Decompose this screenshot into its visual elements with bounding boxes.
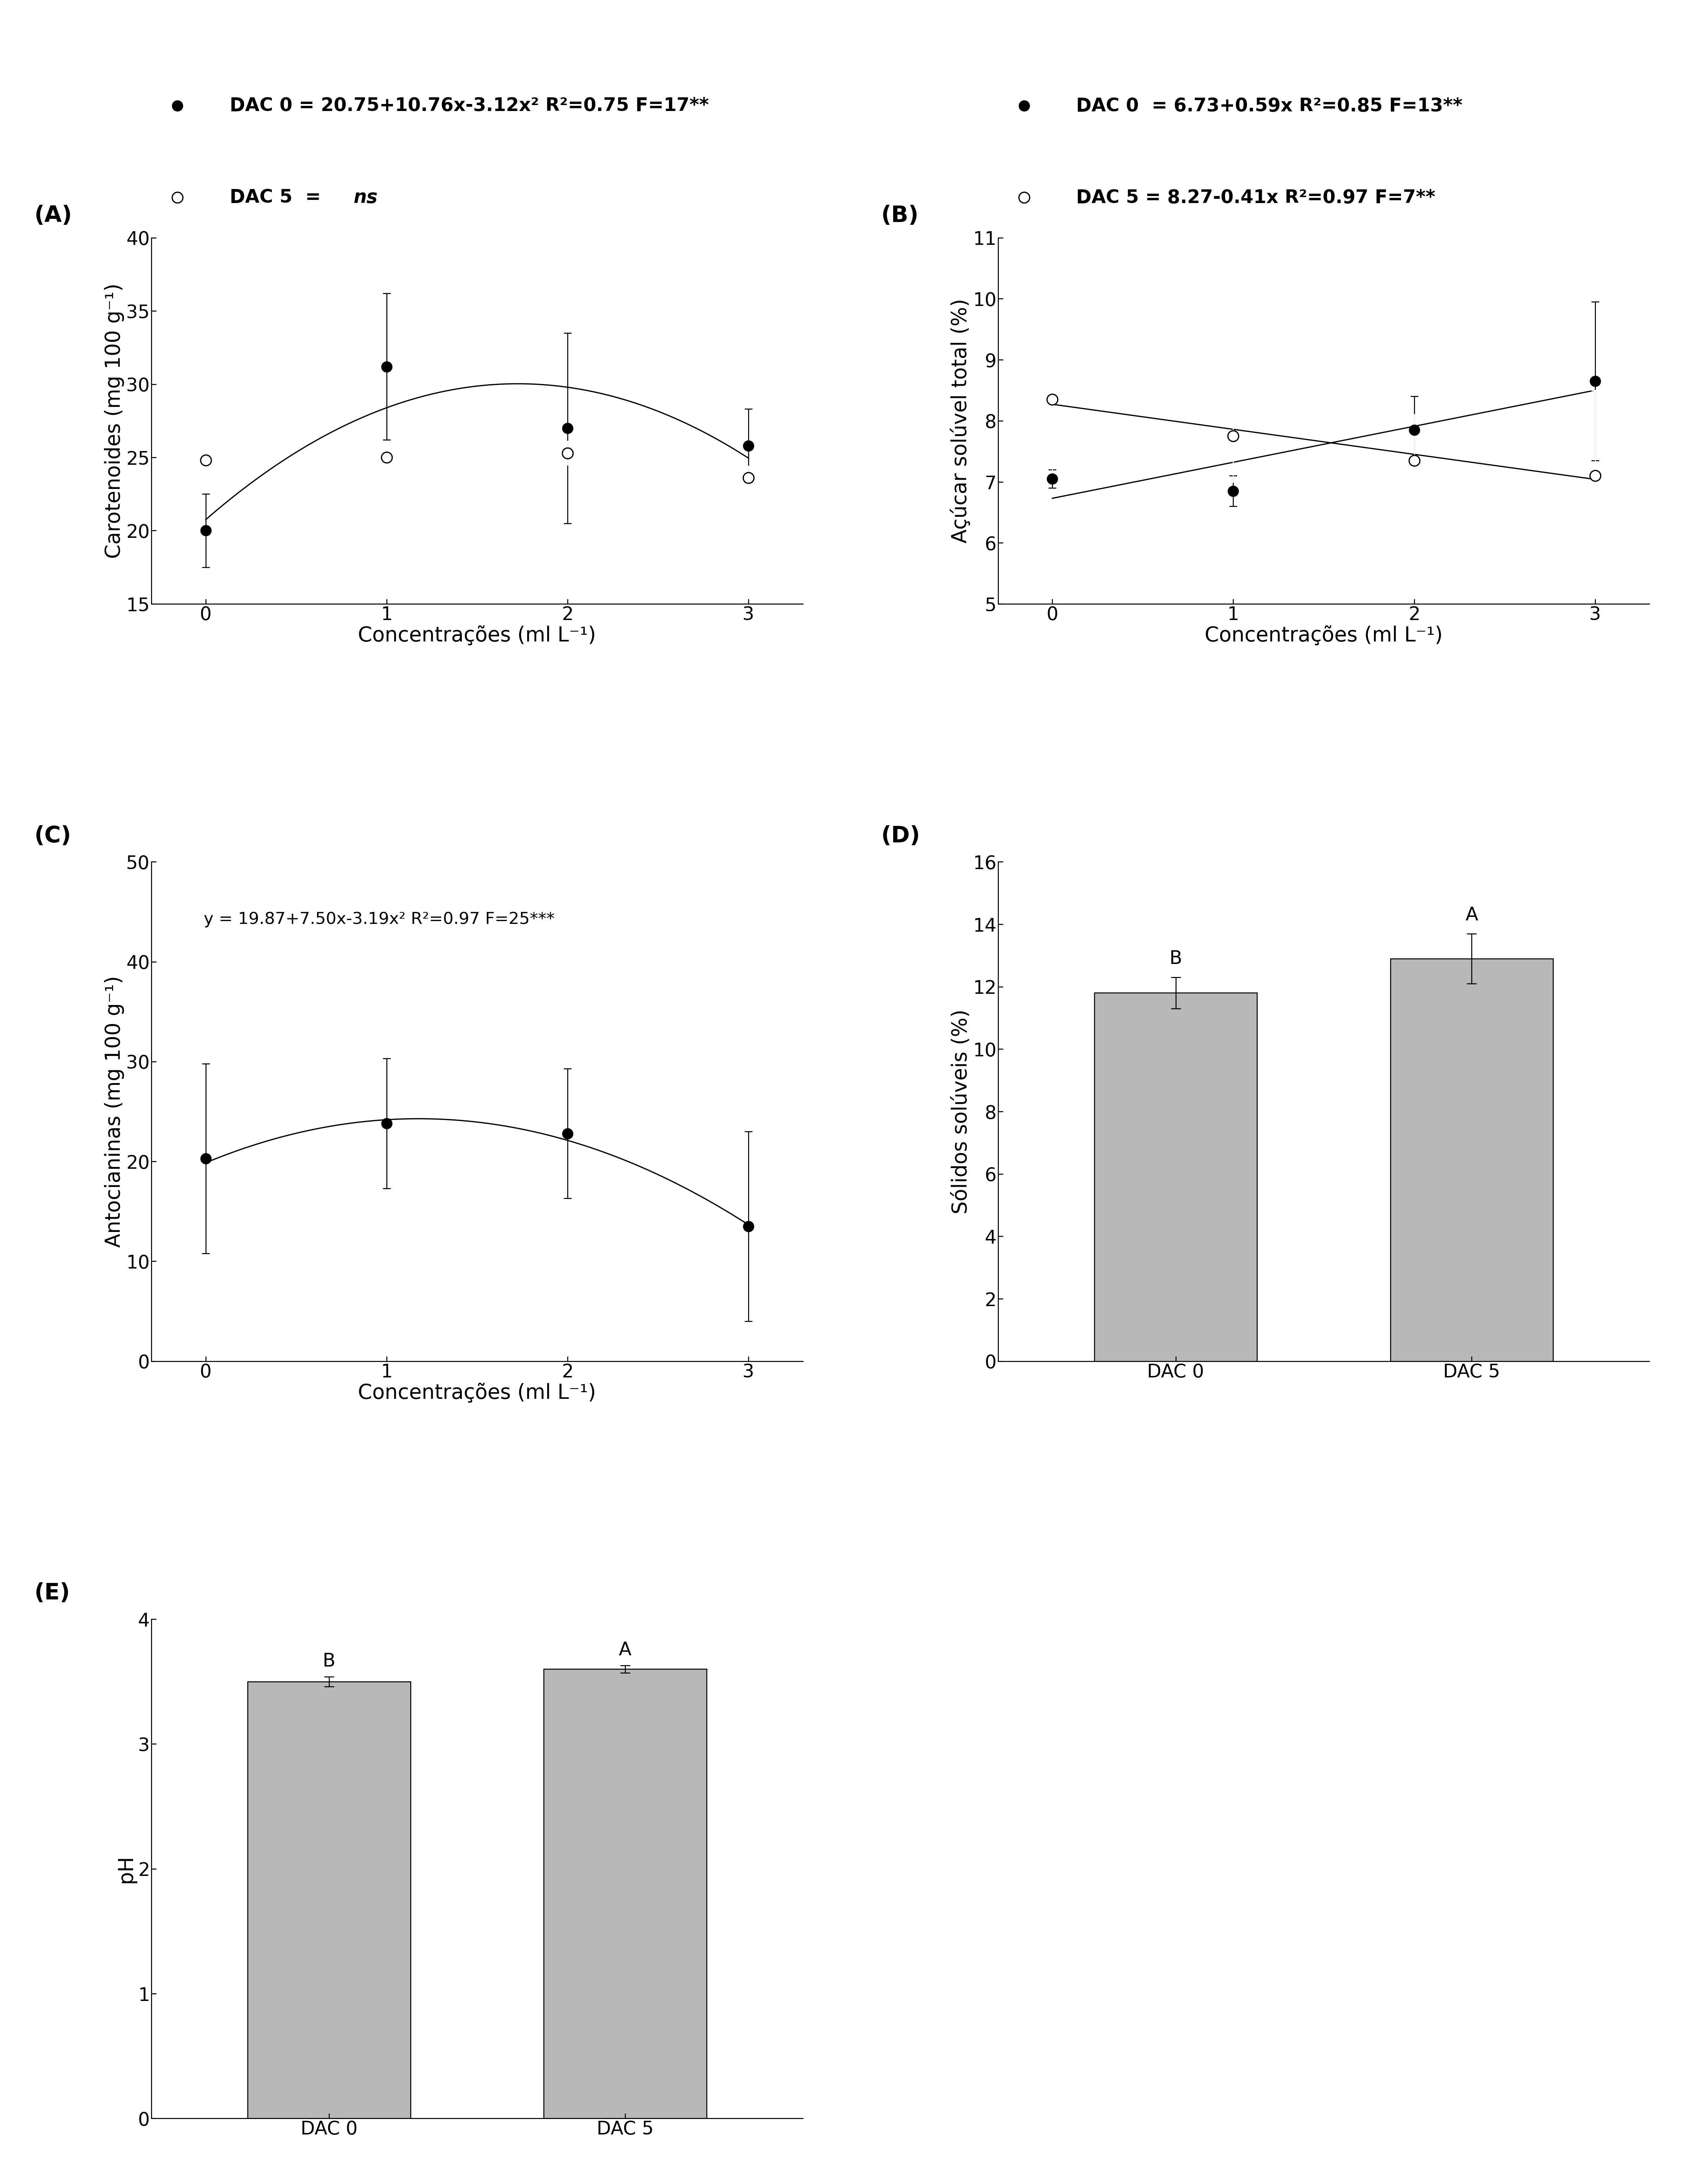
Text: (D): (D) <box>880 826 921 847</box>
Text: DAC 5  =: DAC 5 = <box>229 188 327 207</box>
Text: DAC 0 = 20.75+10.76x-3.12x² R²=0.75 F=17**: DAC 0 = 20.75+10.76x-3.12x² R²=0.75 F=17… <box>229 96 709 116</box>
Bar <box>1094 994 1257 1361</box>
Text: DAC 0  = 6.73+0.59x R²=0.85 F=13**: DAC 0 = 6.73+0.59x R²=0.85 F=13** <box>1075 96 1463 116</box>
Text: ns: ns <box>353 188 377 207</box>
Text: (C): (C) <box>34 826 71 847</box>
Text: B: B <box>1170 950 1181 968</box>
Text: B: B <box>323 1651 335 1671</box>
Y-axis label: pH: pH <box>116 1854 136 1883</box>
Y-axis label: Açúcar solúvel total (%): Açúcar solúvel total (%) <box>951 299 971 544</box>
Text: DAC 5 = 8.27-0.41x R²=0.97 F=7**: DAC 5 = 8.27-0.41x R²=0.97 F=7** <box>1075 188 1436 207</box>
Y-axis label: Sólidos solúveis (%): Sólidos solúveis (%) <box>951 1009 971 1214</box>
X-axis label: Concentrações (ml L⁻¹): Concentrações (ml L⁻¹) <box>358 627 596 646</box>
X-axis label: Concentrações (ml L⁻¹): Concentrações (ml L⁻¹) <box>358 1382 596 1402</box>
Text: A: A <box>619 1640 631 1660</box>
Bar <box>247 1682 411 2118</box>
Bar <box>1390 959 1553 1361</box>
Text: A: A <box>1466 906 1478 924</box>
Text: (A): (A) <box>34 205 72 227</box>
X-axis label: Concentrações (ml L⁻¹): Concentrações (ml L⁻¹) <box>1205 627 1442 646</box>
Bar <box>544 1669 707 2118</box>
Y-axis label: Carotenoides (mg 100 g⁻¹): Carotenoides (mg 100 g⁻¹) <box>104 284 125 559</box>
Text: (E): (E) <box>34 1583 71 1605</box>
Text: y = 19.87+7.50x-3.19x² R²=0.97 F=25***: y = 19.87+7.50x-3.19x² R²=0.97 F=25*** <box>204 911 554 928</box>
Text: (B): (B) <box>880 205 919 227</box>
Y-axis label: Antocianinas (mg 100 g⁻¹): Antocianinas (mg 100 g⁻¹) <box>104 976 125 1247</box>
